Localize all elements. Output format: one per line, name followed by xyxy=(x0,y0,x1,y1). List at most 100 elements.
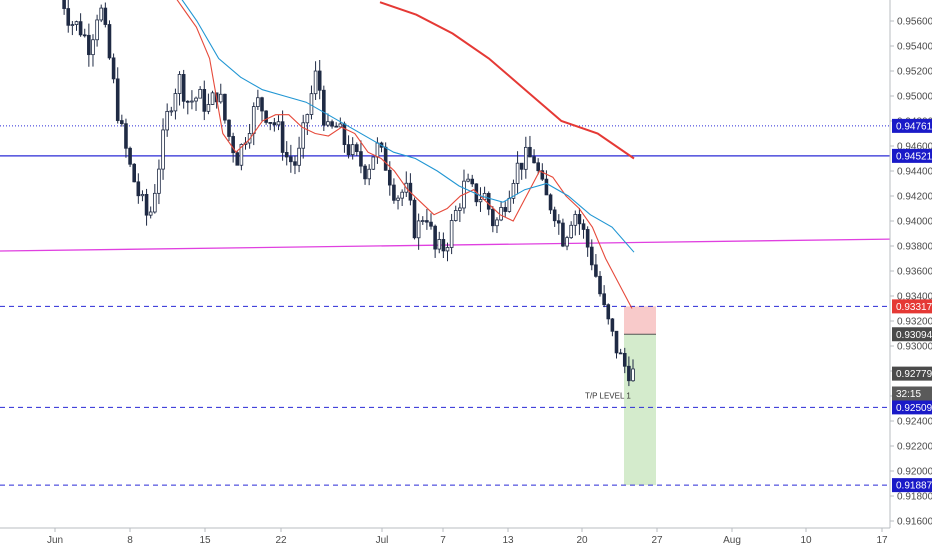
y-tick-label: 0.92200 xyxy=(897,442,932,453)
candle-body xyxy=(342,123,347,145)
candle-body xyxy=(622,352,627,367)
candle-body xyxy=(569,224,573,239)
x-tick-label: 17 xyxy=(876,535,888,546)
candle-body xyxy=(268,122,273,124)
candle-body xyxy=(128,147,132,165)
candle-body xyxy=(392,184,396,201)
candle-body xyxy=(540,170,545,180)
candle-body xyxy=(202,89,207,112)
candle-body xyxy=(507,197,512,212)
candle-body xyxy=(272,122,277,126)
candle-body xyxy=(297,147,301,166)
candle-body xyxy=(585,229,590,248)
candle-body xyxy=(289,156,293,163)
y-tick-label: 0.93200 xyxy=(897,317,932,328)
candle-body xyxy=(136,181,141,197)
candle-body xyxy=(544,178,549,196)
candle-body xyxy=(627,365,631,382)
x-tick-label: 7 xyxy=(440,535,446,546)
candle-body xyxy=(445,247,450,252)
candle-body xyxy=(400,191,404,199)
tp-level-annotation: T/P LEVEL 1 xyxy=(585,391,631,400)
candle-body xyxy=(334,125,338,128)
candle-body xyxy=(111,57,116,80)
candle-body xyxy=(581,223,586,230)
level-price-tag-bg xyxy=(892,478,932,493)
candle-body xyxy=(606,304,611,320)
candle-body xyxy=(367,168,371,180)
level-price-tag-text: 0.94521 xyxy=(896,151,932,162)
candle-body xyxy=(346,144,351,156)
candle-body xyxy=(317,70,322,91)
candle-body xyxy=(251,106,256,134)
candle-body xyxy=(140,193,145,197)
ema-slow-line xyxy=(181,0,635,253)
level-price-tag-bg xyxy=(892,299,932,314)
candle-body xyxy=(412,199,417,239)
candle-body xyxy=(165,111,169,131)
candle-body xyxy=(181,74,186,102)
candle-body xyxy=(524,146,528,170)
x-tick-label: 20 xyxy=(576,535,588,546)
candle-body xyxy=(87,34,91,56)
candle-body xyxy=(561,222,565,247)
candle-body xyxy=(330,121,334,127)
candle-body xyxy=(280,121,285,153)
price-tag-text: 0.93094 xyxy=(896,330,932,341)
candle-body xyxy=(239,144,244,166)
level-price-tag: 0.94521 xyxy=(892,148,932,163)
y-tick-label: 0.94000 xyxy=(897,217,932,228)
candle-body xyxy=(210,92,215,105)
candle-body xyxy=(375,142,380,158)
candle-body xyxy=(528,146,532,158)
candle-body xyxy=(363,165,367,180)
candle-body xyxy=(610,318,615,332)
candle-body xyxy=(466,178,470,182)
candle-body xyxy=(235,152,240,166)
candle-body xyxy=(511,183,516,199)
y-tick-label: 0.93400 xyxy=(897,292,932,303)
ema-fast-line xyxy=(176,0,633,309)
candle-body xyxy=(594,264,598,277)
candle-body xyxy=(148,211,153,216)
candle-body xyxy=(598,275,602,295)
x-tick-label: Aug xyxy=(723,535,741,546)
candle-body xyxy=(293,161,297,166)
candle-body xyxy=(355,144,359,153)
candle-body xyxy=(618,352,623,355)
candle-body xyxy=(313,70,318,95)
y-tick-label: 0.93600 xyxy=(897,267,932,278)
candle-body xyxy=(132,163,137,183)
candle-body xyxy=(552,209,557,222)
ma-long-line xyxy=(379,1,635,160)
candle-body xyxy=(206,104,211,112)
candle-body xyxy=(264,110,268,123)
price-tag: 0.93094 xyxy=(892,327,932,342)
y-tick-label: 0.94600 xyxy=(897,142,932,153)
candle-body xyxy=(157,168,161,194)
y-tick-label: 0.92400 xyxy=(897,417,932,428)
candle-body xyxy=(276,121,281,126)
candle-body xyxy=(478,199,483,203)
candle-body xyxy=(495,219,499,227)
price-tag-text: 0.92779 xyxy=(896,369,932,380)
level-price-tag: 0.94761 xyxy=(892,118,932,133)
candle-body xyxy=(70,24,75,26)
level-price-tag-text: 0.92509 xyxy=(896,403,932,414)
candle-body xyxy=(614,330,619,354)
candle-body xyxy=(565,237,569,247)
candle-body xyxy=(425,220,429,223)
candle-body xyxy=(420,220,425,222)
stop-loss-zone[interactable] xyxy=(624,306,656,335)
candle-body xyxy=(503,207,508,212)
candle-body xyxy=(437,239,442,250)
candle-body xyxy=(115,78,120,121)
level-price-tag-text: 0.91887 xyxy=(896,481,932,492)
candle-body xyxy=(82,34,87,37)
candle-body xyxy=(322,89,326,126)
price-tag-bg xyxy=(892,366,932,381)
y-tick-label: 0.95400 xyxy=(897,42,932,53)
level-price-tag: 0.91887 xyxy=(892,478,932,493)
level-price-tag-bg xyxy=(892,400,932,415)
